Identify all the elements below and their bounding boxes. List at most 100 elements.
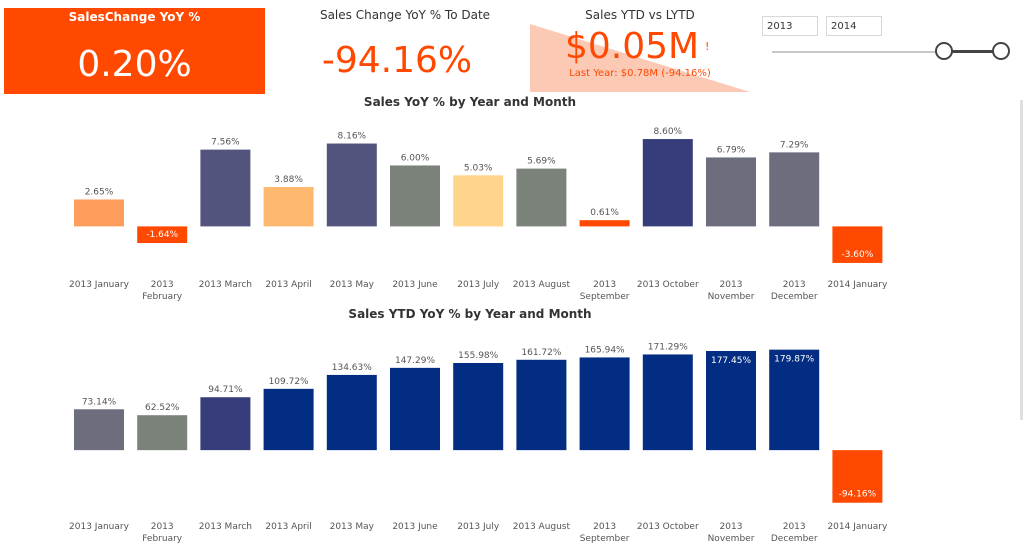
bar-3[interactable] bbox=[263, 186, 314, 227]
data-label-11: 179.87% bbox=[774, 355, 814, 365]
x-tick-label-5: 2013 June bbox=[392, 522, 438, 532]
bar-6[interactable] bbox=[453, 175, 504, 227]
data-label-11: 7.29% bbox=[780, 140, 809, 150]
bar-8[interactable] bbox=[579, 357, 630, 451]
date-start-input[interactable]: 2013 bbox=[762, 16, 818, 36]
bar-5[interactable] bbox=[390, 165, 440, 227]
slider-track bbox=[772, 51, 1008, 53]
data-label-10: 177.45% bbox=[711, 356, 751, 366]
bar-0[interactable] bbox=[74, 409, 124, 451]
x-tick-label-11: December bbox=[771, 292, 818, 302]
bar-2[interactable] bbox=[200, 397, 251, 451]
x-tick-label-7: 2013 August bbox=[513, 522, 571, 532]
data-label-0: 73.14% bbox=[82, 397, 117, 407]
data-label-9: 171.29% bbox=[648, 342, 688, 352]
x-tick-label-0: 2013 January bbox=[69, 522, 130, 532]
bar-9[interactable] bbox=[642, 354, 693, 451]
data-label-1: 62.52% bbox=[145, 403, 180, 413]
sales-ytd-alert-icon: ! bbox=[705, 40, 710, 53]
bar-4[interactable] bbox=[326, 374, 377, 451]
x-tick-label-1: February bbox=[142, 534, 183, 544]
slider-end-handle[interactable] bbox=[992, 42, 1010, 60]
x-tick-label-12: 2014 January bbox=[827, 280, 888, 290]
data-label-3: 109.72% bbox=[269, 377, 309, 387]
bar-8[interactable] bbox=[579, 220, 630, 227]
sales-ytd-subtitle: Last Year: $0.78M (-94.16%) bbox=[569, 68, 711, 79]
data-label-3: 3.88% bbox=[274, 175, 303, 185]
chart-title: Sales YTD YoY % by Year and Month bbox=[348, 307, 591, 321]
bar-3[interactable] bbox=[263, 388, 314, 451]
x-tick-label-7: 2013 August bbox=[513, 280, 571, 290]
sales-ytd-title: Sales YTD vs LYTD bbox=[585, 8, 695, 22]
x-tick-label-8: September bbox=[580, 292, 630, 302]
data-label-1: -1.64% bbox=[146, 230, 178, 240]
data-label-0: 2.65% bbox=[85, 187, 114, 197]
sales-change-yoy-title: SalesChange YoY % bbox=[68, 10, 201, 24]
x-tick-label-3: 2013 April bbox=[265, 522, 311, 532]
bar-5[interactable] bbox=[390, 367, 440, 451]
data-label-2: 7.56% bbox=[211, 138, 240, 148]
data-label-8: 165.94% bbox=[585, 345, 625, 355]
x-tick-label-11: 2013 bbox=[783, 522, 806, 532]
x-tick-label-10: November bbox=[708, 292, 755, 302]
x-tick-label-8: 2013 bbox=[593, 522, 616, 532]
data-label-4: 134.63% bbox=[332, 363, 372, 373]
x-tick-label-1: February bbox=[142, 292, 183, 302]
data-label-5: 6.00% bbox=[401, 153, 430, 163]
data-label-7: 161.72% bbox=[521, 348, 561, 358]
sales-ytd-trend-shape bbox=[530, 24, 750, 92]
data-label-10: 6.79% bbox=[717, 145, 746, 155]
x-tick-label-10: 2013 bbox=[720, 280, 743, 290]
data-label-7: 5.69% bbox=[527, 157, 556, 167]
bar-12[interactable] bbox=[832, 450, 883, 503]
bar-9[interactable] bbox=[642, 139, 693, 227]
bar-7[interactable] bbox=[516, 168, 567, 227]
x-tick-label-6: 2013 July bbox=[457, 522, 500, 532]
x-tick-label-4: 2013 May bbox=[330, 522, 375, 532]
x-tick-label-10: 2013 bbox=[720, 522, 743, 532]
data-label-2: 94.71% bbox=[208, 385, 243, 395]
x-tick-label-11: December bbox=[771, 534, 818, 544]
x-tick-label-2: 2013 March bbox=[199, 522, 252, 532]
x-tick-label-1: 2013 bbox=[151, 280, 174, 290]
x-tick-label-6: 2013 July bbox=[457, 280, 500, 290]
sales-ytd-yoy-chart: Sales YTD YoY % by Year and Month 73.14% 2… bbox=[69, 307, 888, 544]
bar-2[interactable] bbox=[200, 149, 251, 227]
x-tick-label-2: 2013 March bbox=[199, 280, 252, 290]
bar-12[interactable] bbox=[832, 226, 883, 263]
x-tick-label-4: 2013 May bbox=[330, 280, 375, 290]
bar-11[interactable] bbox=[769, 349, 820, 451]
bar-6[interactable] bbox=[453, 363, 504, 451]
data-label-12: -3.60% bbox=[841, 250, 873, 260]
data-label-6: 5.03% bbox=[464, 163, 493, 173]
bar-10[interactable] bbox=[706, 157, 756, 227]
bar-1[interactable] bbox=[137, 415, 188, 451]
sales-change-yoy-value: 0.20% bbox=[77, 44, 192, 85]
sales-change-yoy-card: SalesChange YoY % 0.20% bbox=[4, 8, 265, 94]
bar-7[interactable] bbox=[516, 359, 567, 451]
chart-title: Sales YoY % by Year and Month bbox=[364, 95, 576, 109]
bar-11[interactable] bbox=[769, 152, 820, 227]
x-tick-label-0: 2013 January bbox=[69, 280, 130, 290]
bar-4[interactable] bbox=[326, 143, 377, 227]
data-label-8: 0.61% bbox=[590, 208, 619, 218]
data-label-6: 155.98% bbox=[458, 351, 498, 361]
bar-1[interactable] bbox=[137, 226, 188, 244]
x-tick-label-8: September bbox=[580, 534, 630, 544]
x-tick-label-3: 2013 April bbox=[265, 280, 311, 290]
x-tick-label-12: 2014 January bbox=[827, 522, 888, 532]
x-tick-label-9: 2013 October bbox=[637, 522, 699, 532]
x-tick-label-1: 2013 bbox=[151, 522, 174, 532]
bar-10[interactable] bbox=[706, 351, 756, 451]
data-label-4: 8.16% bbox=[338, 132, 367, 142]
date-range-slider[interactable] bbox=[770, 42, 1010, 64]
sales-ytd-value: $0.05M bbox=[564, 26, 700, 67]
x-tick-label-9: 2013 October bbox=[637, 280, 699, 290]
date-end-input[interactable]: 2014 bbox=[826, 16, 882, 36]
slider-start-handle[interactable] bbox=[935, 42, 953, 60]
x-tick-label-5: 2013 June bbox=[392, 280, 438, 290]
page-scrollbar[interactable] bbox=[1020, 100, 1023, 420]
sales-change-to-date-title: Sales Change YoY % To Date bbox=[319, 8, 491, 22]
x-tick-label-8: 2013 bbox=[593, 280, 616, 290]
bar-0[interactable] bbox=[74, 199, 124, 227]
